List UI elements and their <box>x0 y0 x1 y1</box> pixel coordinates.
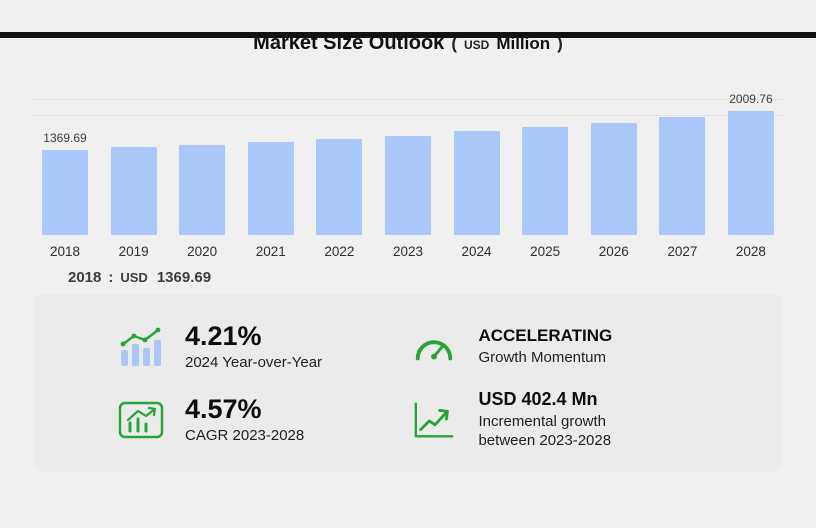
bar-column: 2025 <box>522 75 569 259</box>
bar-column: 1369.69 2018 <box>42 75 88 259</box>
bar-chart-bars: 1369.69 2018 2019 2020 2021 2022 2023 2024 2025 2… <box>42 92 774 259</box>
bar-column: 2026 <box>590 75 637 259</box>
speedometer-icon <box>408 327 460 367</box>
bar-year-label: 2020 <box>187 244 218 259</box>
gridline <box>32 99 784 100</box>
bar <box>247 142 294 235</box>
bar-year-label: 2025 <box>530 244 561 259</box>
bar-column: 2019 <box>110 75 157 259</box>
bar-year-label: 2021 <box>255 244 286 259</box>
bar <box>522 127 569 235</box>
bar-column: 2022 <box>316 75 363 259</box>
incremental-growth-icon <box>408 398 460 442</box>
stat-cagr: 4.57% CAGR 2023-2028 <box>115 393 408 445</box>
bar <box>316 139 363 235</box>
chart-title-million: Million <box>496 34 551 53</box>
cagr-chart-icon <box>115 398 167 442</box>
bar <box>453 131 500 235</box>
annotation-currency: USD <box>120 270 148 285</box>
bar-year-label: 2022 <box>324 244 355 259</box>
bar-value-label: 1369.69 <box>43 131 87 145</box>
gridline <box>32 115 784 116</box>
stat-incremental: USD 402.4 Mn Incremental growth between … <box>408 389 753 451</box>
annotation-year: 2018 <box>68 269 102 286</box>
bar <box>42 150 88 235</box>
bar <box>590 123 637 235</box>
bar <box>727 111 774 235</box>
bar-year-label: 2026 <box>598 244 629 259</box>
cagr-value: 4.57% <box>185 393 262 424</box>
bar-year-label: 2023 <box>392 244 423 259</box>
bar-year-label: 2024 <box>461 244 492 259</box>
momentum-label: Growth Momentum <box>478 348 607 366</box>
bar-year-label: 2028 <box>735 244 766 259</box>
bar <box>179 145 226 235</box>
bar <box>384 136 431 235</box>
stat-momentum: ACCELERATING Growth Momentum <box>408 326 753 368</box>
bar-chart-growth-icon <box>115 325 167 369</box>
chart-title-paren-close: ) <box>557 34 563 53</box>
chart-title-usd: USD <box>463 38 490 52</box>
bar-year-label: 2019 <box>118 244 149 259</box>
stats-panel: 4.21% 2024 Year-over-Year ACCELERATING G… <box>33 294 783 472</box>
annotation-colon: : <box>108 269 114 286</box>
bar-year-label: 2027 <box>667 244 698 259</box>
incremental-title: USD 402.4 Mn <box>478 388 598 409</box>
bar-column: 2023 <box>384 75 431 259</box>
bar-year-label: 2018 <box>49 244 81 259</box>
bar <box>659 117 706 235</box>
incremental-line1: Incremental growth <box>478 412 607 430</box>
momentum-title: ACCELERATING <box>478 325 613 345</box>
chart-title-paren-open: ( <box>451 34 457 53</box>
bar <box>110 147 157 235</box>
bar-column: 2020 <box>179 75 226 259</box>
incremental-line2: between 2023-2028 <box>478 431 612 449</box>
bar-value-label: 2009.76 <box>729 92 773 106</box>
bar-column: 2027 <box>659 75 706 259</box>
yoy-value: 4.21% <box>185 320 262 351</box>
annotation-value: 1369.69 <box>156 269 212 286</box>
bar-chart: 1369.69 2018 2019 2020 2021 2022 2023 2024 2025 2… <box>32 92 784 259</box>
yoy-label: 2024 Year-over-Year <box>185 354 323 372</box>
stat-yoy: 4.21% 2024 Year-over-Year <box>115 320 408 372</box>
bar-column: 2021 <box>247 75 294 259</box>
bar-column: 2024 <box>453 75 500 259</box>
first-year-annotation: 2018 : USD 1369.69 <box>68 269 816 286</box>
cagr-label: CAGR 2023-2028 <box>185 427 305 445</box>
top-border-strip <box>0 32 816 38</box>
bar-column: 2009.76 2028 <box>727 75 774 259</box>
